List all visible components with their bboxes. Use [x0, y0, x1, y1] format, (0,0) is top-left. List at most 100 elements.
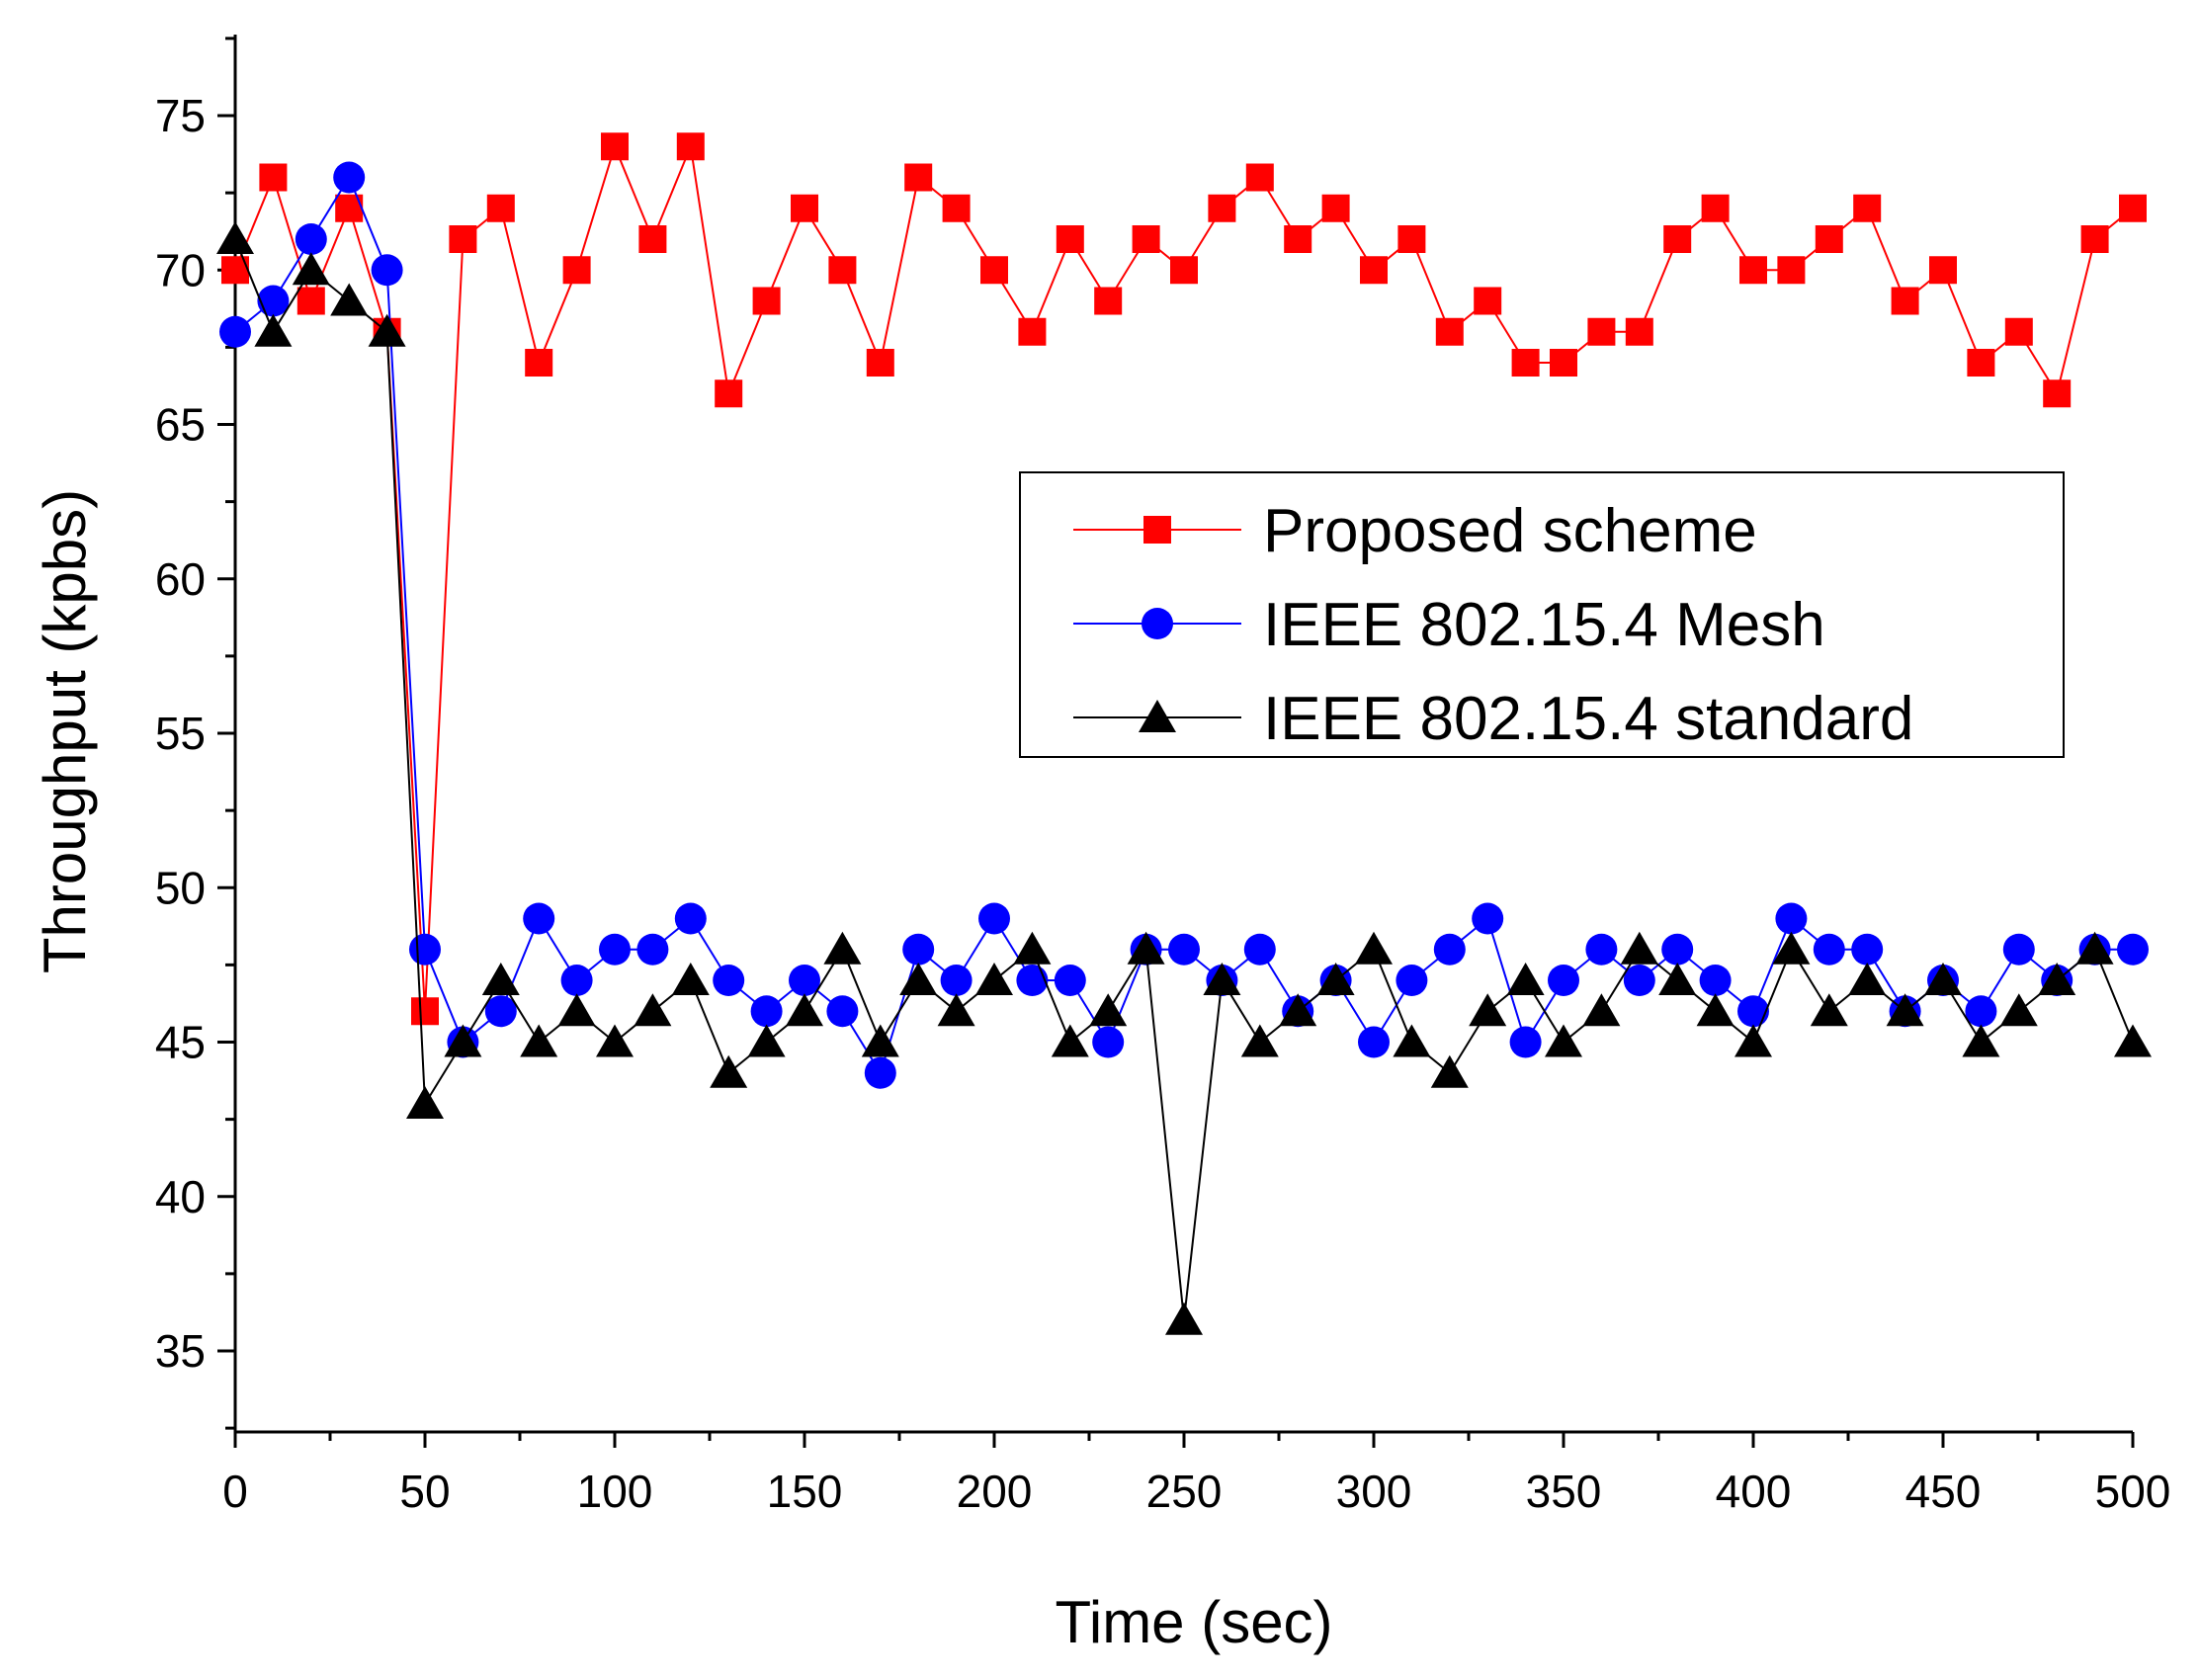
data-point — [1170, 256, 1198, 285]
data-point — [937, 993, 975, 1027]
data-point — [219, 315, 251, 348]
data-point — [1775, 902, 1808, 935]
data-point — [866, 349, 894, 377]
data-point — [449, 225, 477, 253]
y-tick-label: 45 — [155, 1017, 206, 1068]
data-point — [411, 997, 439, 1026]
data-point — [864, 1056, 896, 1089]
data-point — [1056, 225, 1084, 253]
data-point — [1094, 287, 1123, 315]
data-point — [1168, 933, 1200, 966]
legend: Proposed scheme IEEE 802.15.4 Mesh IEEE 80… — [1019, 471, 2065, 758]
data-point — [1658, 963, 1697, 995]
data-point — [406, 1086, 444, 1119]
data-point — [671, 963, 710, 995]
data-point — [1739, 256, 1767, 285]
data-point — [1851, 933, 1884, 966]
data-point — [523, 902, 555, 935]
data-point — [1962, 1024, 2000, 1057]
data-point — [899, 963, 938, 995]
y-tick-label: 35 — [155, 1325, 206, 1377]
x-tick-label: 50 — [399, 1466, 450, 1517]
data-point — [1886, 993, 1924, 1027]
data-point — [1092, 1026, 1125, 1058]
x-tick-label: 100 — [577, 1466, 653, 1517]
data-point — [2080, 225, 2109, 253]
data-point — [1625, 317, 1653, 346]
data-point — [1509, 1026, 1542, 1058]
legend-marker — [1142, 608, 1173, 639]
data-point — [1321, 194, 1350, 222]
data-point — [1582, 993, 1621, 1027]
data-point — [1203, 963, 1241, 995]
data-point — [975, 963, 1013, 995]
data-point — [786, 993, 823, 1027]
x-tick-label: 500 — [2095, 1466, 2171, 1517]
data-point — [333, 161, 366, 194]
data-point — [1127, 931, 1165, 965]
x-tick-label: 300 — [1336, 1466, 1412, 1517]
data-point — [1284, 225, 1312, 253]
data-point — [1430, 1054, 1469, 1088]
data-point — [481, 963, 520, 995]
data-point — [601, 132, 629, 161]
data-point — [750, 995, 783, 1028]
data-point — [902, 933, 935, 966]
data-point — [674, 902, 707, 935]
data-point — [1891, 287, 1919, 315]
data-point — [1433, 933, 1466, 966]
data-point — [1474, 287, 1502, 315]
data-point — [1018, 317, 1047, 346]
data-point — [904, 163, 933, 192]
data-point — [710, 1054, 748, 1088]
data-point — [2038, 963, 2076, 995]
data-point — [1393, 1024, 1431, 1057]
y-tick-label: 55 — [155, 708, 206, 759]
data-point — [713, 965, 745, 996]
data-point — [1245, 163, 1274, 192]
data-point — [1396, 965, 1428, 996]
data-point — [2002, 933, 2035, 966]
data-point — [634, 993, 672, 1027]
data-point — [823, 931, 862, 965]
data-point — [1016, 965, 1049, 996]
legend-box — [1019, 471, 2065, 758]
y-tick-label: 50 — [155, 862, 206, 913]
data-point — [1506, 963, 1545, 995]
data-point — [826, 995, 859, 1028]
data-point — [1699, 965, 1732, 996]
data-point — [1089, 993, 1128, 1027]
y-tick-label: 60 — [155, 553, 206, 605]
data-point — [978, 902, 1010, 935]
series-line — [234, 238, 2134, 1320]
data-point — [1701, 194, 1730, 222]
data-point — [484, 995, 517, 1028]
data-point — [1853, 194, 1882, 222]
data-point — [368, 313, 406, 347]
data-point — [444, 1024, 482, 1057]
plot-area — [216, 132, 2152, 1335]
y-tick-label: 70 — [155, 244, 206, 295]
data-point — [980, 256, 1008, 285]
x-tick-label: 350 — [1526, 1466, 1602, 1517]
data-point — [1550, 349, 1577, 377]
y-tick-label: 65 — [155, 399, 206, 451]
data-point — [636, 933, 669, 966]
data-point — [1623, 965, 1655, 996]
x-tick-label: 400 — [1716, 1466, 1792, 1517]
data-point — [1279, 993, 1317, 1027]
data-point — [562, 256, 591, 285]
data-point — [1511, 349, 1540, 377]
x-tick-label: 150 — [767, 1466, 843, 1517]
data-point — [791, 194, 818, 222]
series-3 — [216, 221, 2152, 1335]
x-axis-title: Time (sec) — [1055, 1589, 1332, 1655]
legend-label: IEEE 802.15.4 standard — [1263, 685, 1913, 753]
data-point — [486, 194, 515, 222]
data-point — [2075, 931, 2114, 965]
data-point — [789, 965, 820, 996]
y-axis-title: Throughput (kpbs) — [32, 489, 98, 973]
data-point — [371, 254, 403, 287]
data-point — [1051, 1024, 1089, 1057]
